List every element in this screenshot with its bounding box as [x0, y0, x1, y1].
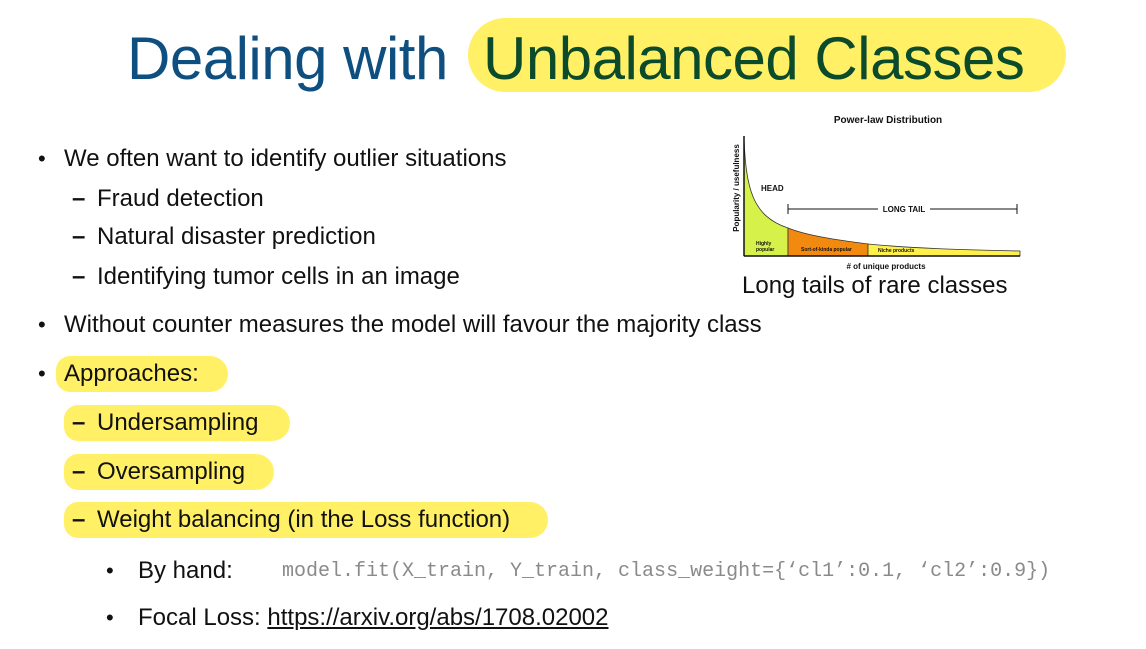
figure-ylabel: Popularity / usefulness [732, 144, 741, 232]
head-label: HEAD [761, 184, 784, 193]
dash-icon: – [72, 506, 86, 533]
figure-caption: Long tails of rare classes [742, 272, 1008, 299]
by-hand-label: By hand: [138, 557, 233, 584]
slide-title: Dealing with Unbalanced Classes [0, 18, 1146, 92]
long-tail-label: LONG TAIL [883, 205, 926, 214]
focal-loss-label: Focal Loss: [138, 604, 268, 631]
highlight-undersampling [64, 405, 290, 441]
sub-undersampling: Undersampling [97, 409, 259, 436]
title-highlight-background [468, 18, 1066, 92]
region2-label: Sort-of-kinda popular [801, 247, 852, 253]
sub-oversampling: Oversampling [97, 458, 246, 485]
dash-icon: – [72, 185, 86, 212]
by-hand-code: model.fit(X_train, Y_train, class_weight… [282, 560, 1051, 583]
title-highlight-text: Unbalanced Classes [483, 25, 1025, 92]
region-head [743, 137, 789, 257]
highlight-oversampling [64, 454, 274, 490]
dash-icon: – [72, 409, 86, 436]
bullet-icon: • [106, 558, 114, 583]
figure-xlabel: # of unique products [846, 262, 926, 271]
dash-icon: – [72, 458, 86, 485]
bullet-outlier-situations: We often want to identify outlier situat… [64, 145, 507, 172]
bullet-counter-measures: Without counter measures the model will … [64, 311, 762, 338]
dash-icon: – [72, 263, 86, 290]
region1-label-line1: Highly [756, 241, 771, 247]
sub-tumor-cells: Identifying tumor cells in an image [97, 263, 460, 290]
sub-weight-balancing: Weight balancing (in the Loss function) [97, 506, 511, 533]
title-plain-text: Dealing with [127, 25, 448, 92]
region-tail [867, 243, 1021, 257]
figure-title: Power-law Distribution [834, 115, 942, 126]
focal-loss-link[interactable]: https://arxiv.org/abs/1708.02002 [267, 604, 609, 631]
sub-fraud-detection: Fraud detection [97, 185, 264, 212]
bullet-approaches: Approaches: [64, 360, 199, 387]
region3-label: Niche products [878, 248, 915, 254]
bullet-icon: • [106, 605, 114, 630]
highlight-weight-balancing [64, 502, 548, 538]
bullet-icon: • [38, 312, 46, 337]
power-law-figure: Power-law Distribution Popularity / usef… [732, 115, 1021, 271]
dash-icon: – [72, 223, 86, 250]
bullet-icon: • [38, 361, 46, 386]
region1-label-line2: popular [756, 247, 774, 253]
focal-loss-line: Focal Loss: https://arxiv.org/abs/1708.0… [138, 603, 609, 633]
highlight-approaches [56, 356, 228, 392]
bullet-icon: • [38, 146, 46, 171]
sub-natural-disaster: Natural disaster prediction [97, 223, 376, 250]
